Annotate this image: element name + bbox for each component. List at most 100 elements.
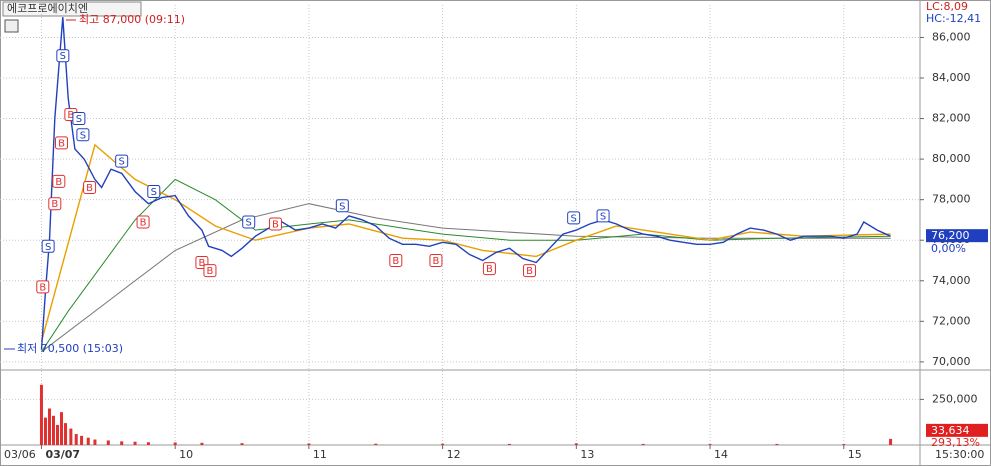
x-tick-label: 11 [313, 448, 327, 461]
last-volume-change: 293,13% [931, 436, 980, 449]
volume-bar [889, 438, 893, 445]
signal-marker [482, 262, 496, 276]
signal-label: B [486, 264, 493, 275]
volume-bar [374, 443, 378, 445]
y-tick-label: 72,000 [932, 314, 971, 327]
y-tick-label: 70,000 [932, 355, 971, 368]
signal-label: B [392, 256, 399, 267]
volume-bar [173, 442, 177, 445]
signal-marker [48, 197, 62, 211]
volume-bar [775, 443, 779, 445]
volume-bar [74, 434, 78, 445]
low-label: 최저 70,500 (15:03) [17, 342, 123, 355]
x-tick-label: 15 [848, 448, 862, 461]
volume-bar [200, 442, 204, 445]
signal-marker [147, 185, 161, 199]
high-label: 최고 87,000 (09:11) [79, 13, 185, 26]
signal-label: S [339, 201, 345, 212]
signal-label: S [80, 130, 86, 141]
x-tick-label: 14 [714, 448, 728, 461]
signal-label: B [198, 258, 205, 269]
last-volume-box [926, 423, 988, 437]
signal-label: S [45, 242, 51, 253]
x-tick-label: 03/06 [4, 448, 36, 461]
time-label: 15:30:00 [935, 448, 984, 461]
signal-label: B [432, 256, 439, 267]
volume-bar [56, 424, 59, 445]
chart-title: 에코프로에이치엔 [7, 2, 88, 15]
y-tick-label: 74,000 [932, 274, 971, 287]
last-volume-label: 33,634 [931, 424, 970, 437]
volume-bar [80, 435, 84, 445]
signal-label: S [570, 213, 576, 224]
signal-marker [55, 136, 69, 150]
signal-label: B [86, 183, 93, 194]
price-line [40, 143, 891, 342]
price-line [41, 178, 891, 353]
volume-bar [120, 441, 124, 445]
x-tick-label: 13 [580, 448, 594, 461]
y-tick-label: 84,000 [932, 71, 971, 84]
volume-bar [47, 408, 51, 445]
volume-bar [708, 444, 712, 445]
signal-marker [523, 264, 537, 278]
volume-bar [133, 441, 137, 445]
signal-marker [136, 215, 150, 229]
lc-label: LC:8,09 [926, 0, 968, 13]
volume-bar [146, 442, 150, 445]
volume-bar [441, 443, 445, 445]
signal-label: B [526, 266, 533, 277]
signal-label: S [246, 217, 252, 228]
signal-marker [268, 217, 282, 231]
last-price-box [926, 229, 988, 243]
signal-marker [36, 280, 50, 294]
y-tick-label: 82,000 [932, 112, 971, 125]
title-box [2, 1, 142, 17]
signal-label: S [600, 211, 606, 222]
signal-label: B [58, 138, 65, 149]
volume-bar [39, 384, 43, 445]
y-tick-label: 250,000 [932, 392, 978, 405]
signal-marker [429, 254, 443, 267]
signal-marker [76, 128, 90, 142]
volume-bar [574, 443, 578, 445]
hc-label: HC:-12,41 [926, 12, 981, 25]
grid-icon[interactable] [4, 19, 19, 33]
signal-label: B [207, 266, 214, 277]
signal-marker [83, 181, 97, 194]
y-tick-label: 80,000 [932, 152, 971, 165]
volume-bar [64, 423, 68, 445]
volume-bar [93, 439, 97, 445]
signal-label: B [55, 177, 62, 188]
signal-marker [72, 112, 86, 126]
signal-label: B [67, 110, 74, 121]
x-tick-label: 12 [447, 448, 461, 461]
volume-bar [106, 440, 110, 445]
signal-marker [567, 211, 581, 225]
signal-marker [56, 49, 70, 63]
signal-marker [115, 154, 129, 168]
volume-bar [507, 443, 511, 445]
signal-label: S [60, 51, 66, 62]
signal-marker [41, 239, 55, 253]
signal-marker [596, 209, 610, 223]
signal-label: S [151, 187, 157, 198]
signal-marker [203, 264, 217, 278]
signal-label: B [272, 220, 279, 231]
volume-bar [69, 428, 73, 445]
signal-marker [242, 215, 256, 229]
y-tick-label: 78,000 [932, 193, 971, 206]
signal-label: B [140, 217, 147, 228]
price-line [40, 17, 891, 350]
y-tick-label: 86,000 [932, 30, 971, 43]
volume-bar [240, 443, 244, 445]
signal-label: B [39, 282, 46, 293]
signal-marker [389, 254, 403, 267]
volume-bar [60, 412, 64, 445]
volume-bar [307, 443, 311, 445]
x-tick-label: 10 [179, 448, 193, 461]
volume-bar [51, 415, 55, 445]
signal-marker [335, 199, 349, 213]
